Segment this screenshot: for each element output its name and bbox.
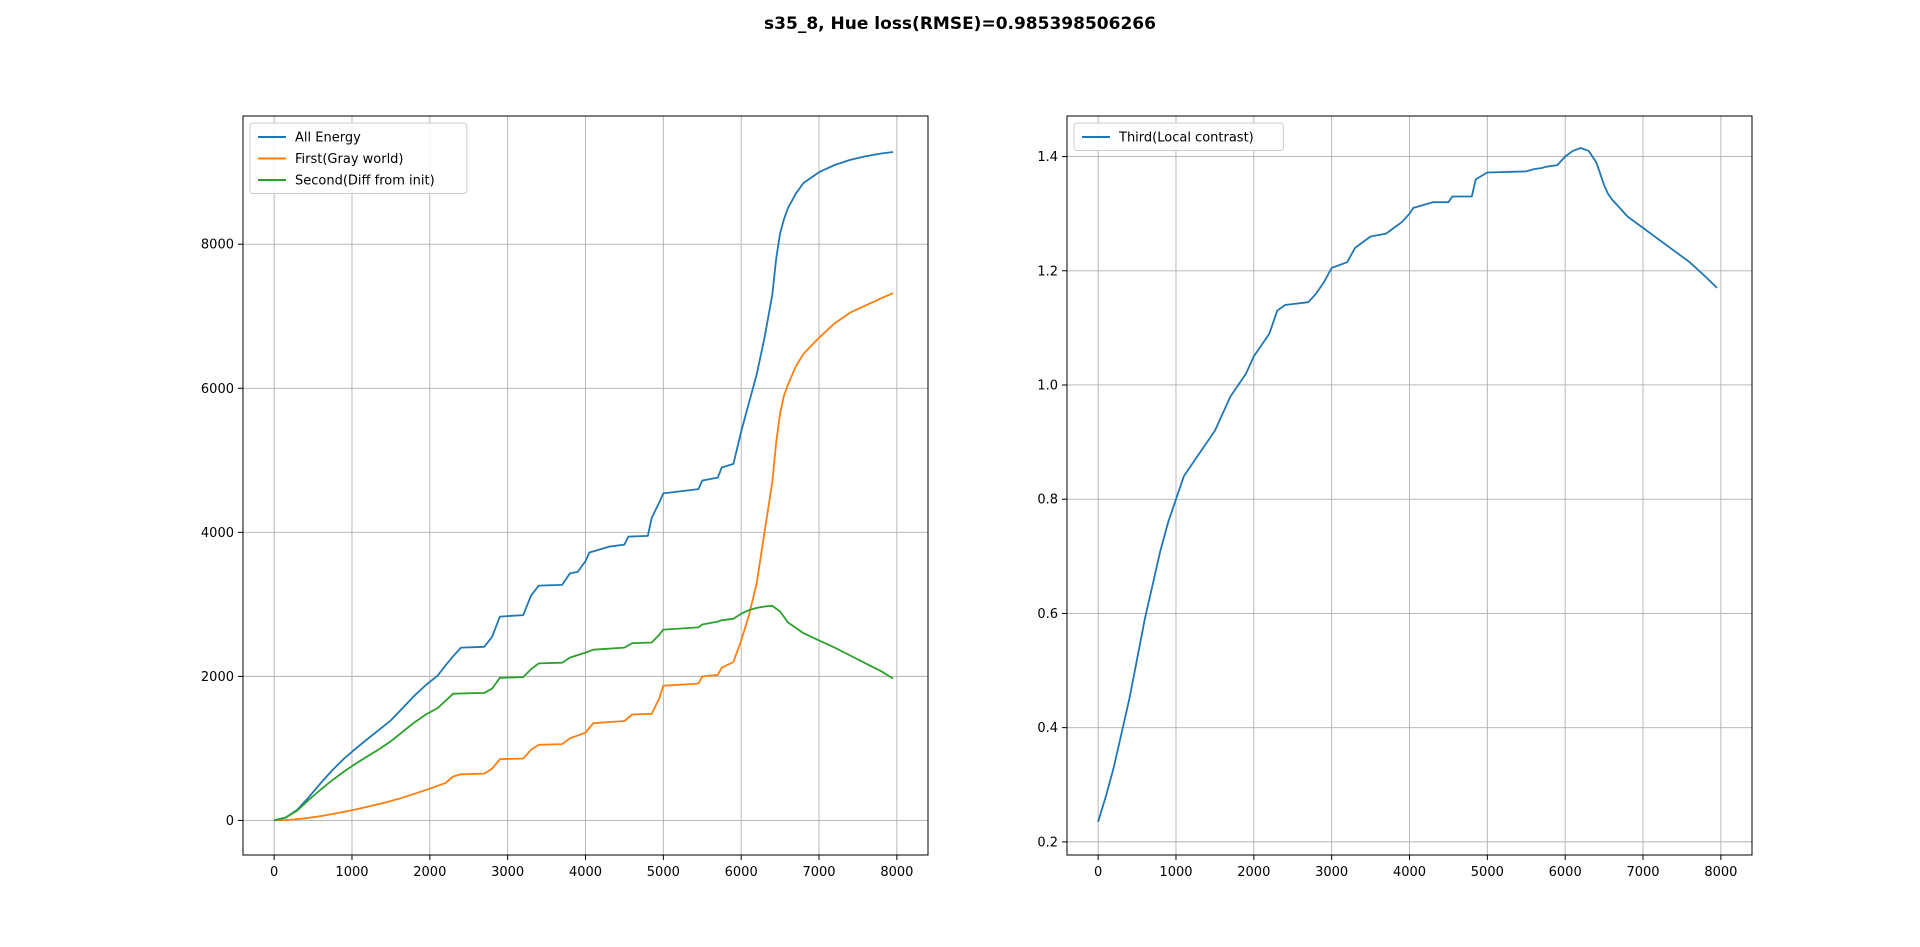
chart-2-x-tick-label-3: 3000 [1315, 865, 1348, 880]
chart-1-legend-label-2: First(Gray world) [295, 152, 404, 167]
chart-1-y-tick-label-2: 4000 [201, 526, 234, 541]
chart-1-x-tick-label-2: 2000 [413, 865, 446, 880]
chart-2-y-tick-label-1: 0.4 [1037, 721, 1058, 736]
chart-2-y-tick-label-3: 0.8 [1037, 493, 1058, 508]
chart-2-y-tick-label-0: 0.2 [1037, 835, 1058, 850]
chart-1-y-tick-label-0: 0 [226, 814, 234, 829]
chart-1-series-line-1 [273, 151, 894, 822]
chart-1-x-tick-label-8: 8000 [880, 865, 913, 880]
chart-1-series-line-3 [273, 604, 894, 822]
chart-1-y-tick-label-1: 2000 [201, 670, 234, 685]
chart-2-x-tick-label-1: 1000 [1159, 865, 1192, 880]
chart-2-y-tick-label-6: 1.4 [1037, 150, 1058, 165]
figure-title: s35_8, Hue loss(RMSE)=0.985398506266 [764, 14, 1156, 34]
chart-1-x-tick-label-4: 4000 [569, 865, 602, 880]
chart-1-x-tick-label-1: 1000 [335, 865, 368, 880]
chart-2-x-tick-label-5: 5000 [1471, 865, 1504, 880]
chart-1-x-tick-label-7: 7000 [802, 865, 835, 880]
chart-2-y-tick-label-2: 0.6 [1037, 607, 1058, 622]
chart-2-legend-label-1: Third(Local contrast) [1118, 131, 1254, 146]
chart-1-legend-label-1: All Energy [295, 131, 361, 146]
chart-1-legend-label-3: Second(Diff from init) [295, 174, 435, 189]
chart-2-x-tick-label-6: 6000 [1549, 865, 1582, 880]
chart-1-x-tick-label-3: 3000 [491, 865, 524, 880]
chart-2-x-tick-label-7: 7000 [1626, 865, 1659, 880]
chart-1-series-line-2 [274, 292, 894, 822]
chart-1-x-tick-label-5: 5000 [647, 865, 680, 880]
chart-2-legend-box [1073, 122, 1284, 151]
chart-1-y-tick-label-4: 8000 [201, 238, 234, 253]
chart-2-x-tick-label-8: 8000 [1704, 865, 1737, 880]
chart-2-series-line-1 [1097, 147, 1718, 823]
chart-2-x-tick-label-0: 0 [1094, 865, 1102, 880]
chart-1-legend-box [249, 122, 468, 194]
chart-2-y-tick-label-4: 1.0 [1037, 378, 1058, 393]
chart-1-x-tick-label-6: 6000 [725, 865, 758, 880]
chart-2-y-tick-label-5: 1.2 [1037, 264, 1058, 279]
chart-1-x-tick-label-0: 0 [270, 865, 278, 880]
chart-1-y-tick-label-3: 6000 [201, 382, 234, 397]
chart-2-x-tick-label-4: 4000 [1393, 865, 1426, 880]
chart-2-x-tick-label-2: 2000 [1237, 865, 1270, 880]
